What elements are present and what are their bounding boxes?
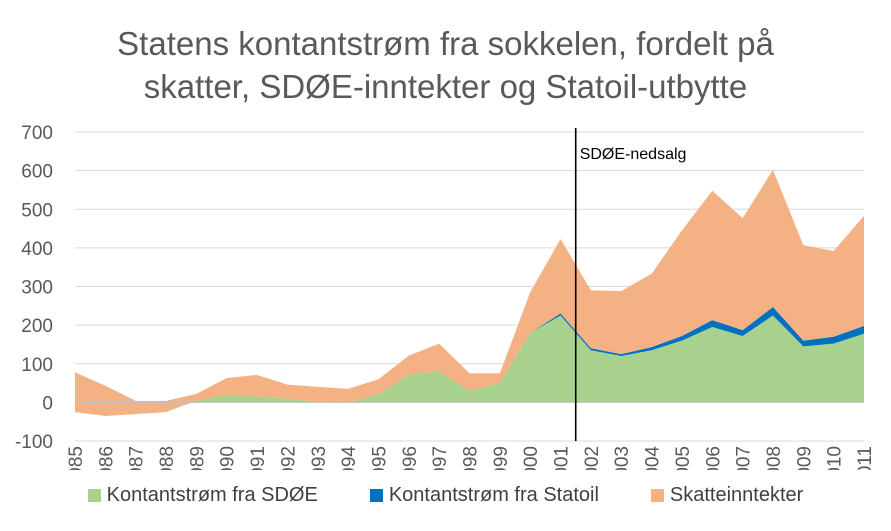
x-tick-label: 2003	[612, 446, 633, 470]
x-tick-label: 1986	[96, 446, 117, 470]
area-sdoe	[75, 315, 864, 416]
x-tick-label: 1993	[309, 446, 330, 470]
legend-swatch-skatt	[650, 489, 664, 502]
legend-label-sdoe: Kontantstrøm fra SDØE	[106, 484, 318, 506]
legend-swatch-statoil	[369, 489, 383, 502]
x-tick-label: 1992	[278, 446, 299, 470]
x-tick-label: 1989	[187, 446, 208, 470]
x-tick-label: 1994	[339, 446, 360, 470]
x-tick-label: 2011	[855, 446, 876, 470]
legend: Kontantstrøm fra SDØE Kontantstrøm fra S…	[0, 484, 891, 507]
x-tick-label: 1998	[461, 446, 482, 470]
annotation: SDØE-nedsalg	[574, 128, 687, 441]
x-tick-label: 1990	[218, 446, 239, 470]
x-tick-label: 1997	[430, 446, 451, 470]
x-tick-label: 1995	[369, 446, 390, 470]
x-tick-label: 2002	[582, 446, 603, 470]
stacked-areas	[75, 169, 864, 416]
x-tick-label: 2005	[673, 446, 694, 470]
area-skatt	[75, 169, 864, 416]
x-tick-label: 1985	[66, 446, 87, 470]
chart-title-line-1: Statens kontantstrøm fra sokkelen, forde…	[117, 25, 774, 62]
x-tick-label: 1988	[157, 446, 178, 470]
legend-label-skatt: Skatteinntekter	[669, 484, 804, 506]
x-tick-label: 1999	[491, 446, 512, 470]
x-tick-label: 2001	[552, 446, 573, 470]
y-tick-label: 600	[21, 162, 53, 183]
chart-title-line-2: skatter, SDØE-inntekter og Statoil-utbyt…	[143, 68, 748, 105]
legend-item-sdoe: Kontantstrøm fra SDØE	[87, 484, 318, 507]
y-tick-label: 700	[21, 123, 53, 144]
y-tick-label: -100	[15, 432, 53, 453]
x-tick-label: 2006	[703, 446, 724, 470]
x-axis-ticks: 1985 1986 1987 1988 1989 1990 1991 1992 1993 1994…	[66, 446, 876, 470]
chart-title: Statens kontantstrøm fra sokkelen, forde…	[0, 22, 891, 108]
y-tick-label: 200	[21, 316, 53, 337]
y-tick-label: 100	[21, 355, 53, 376]
x-tick-label: 2004	[643, 446, 664, 470]
y-axis-ticks: -100 0 100 200 300 400 500 600 700	[15, 123, 53, 453]
y-tick-label: 300	[21, 278, 53, 299]
x-tick-label: 2009	[794, 446, 815, 470]
x-tick-label: 2010	[825, 446, 846, 470]
legend-label-statoil: Kontantstrøm fra Statoil	[388, 484, 599, 506]
x-tick-label: 1987	[127, 446, 148, 470]
x-tick-label: 1996	[400, 446, 421, 470]
y-tick-label: 0	[42, 393, 53, 414]
y-tick-label: 500	[21, 200, 53, 221]
annotation-label: SDØE-nedsalg	[580, 146, 687, 163]
x-tick-label: 2008	[764, 446, 785, 470]
y-tick-label: 400	[21, 239, 53, 260]
x-tick-label: 2000	[521, 446, 542, 470]
x-tick-label: 2007	[734, 446, 755, 470]
x-tick-label: 1991	[248, 446, 269, 470]
legend-item-skatt: Skatteinntekter	[650, 484, 804, 507]
legend-swatch-sdoe	[87, 489, 101, 502]
legend-item-statoil: Kontantstrøm fra Statoil	[369, 484, 599, 507]
